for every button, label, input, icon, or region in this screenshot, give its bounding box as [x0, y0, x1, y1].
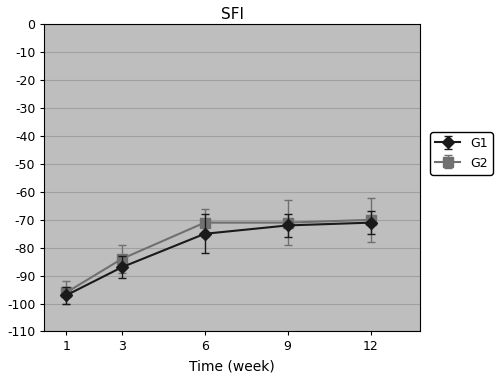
- Legend: G1, G2: G1, G2: [430, 132, 493, 174]
- Title: SFI: SFI: [221, 7, 244, 22]
- X-axis label: Time (week): Time (week): [190, 359, 275, 373]
